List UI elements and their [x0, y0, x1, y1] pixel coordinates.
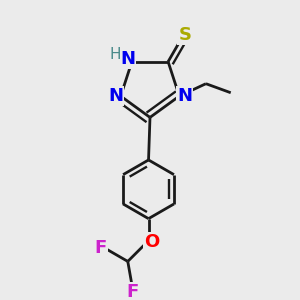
Text: F: F [127, 283, 139, 300]
Text: N: N [177, 87, 192, 105]
Text: H: H [109, 47, 121, 62]
Text: O: O [144, 233, 160, 251]
Text: N: N [108, 87, 123, 105]
Text: N: N [120, 50, 135, 68]
Text: S: S [178, 26, 191, 44]
Text: F: F [94, 238, 106, 256]
